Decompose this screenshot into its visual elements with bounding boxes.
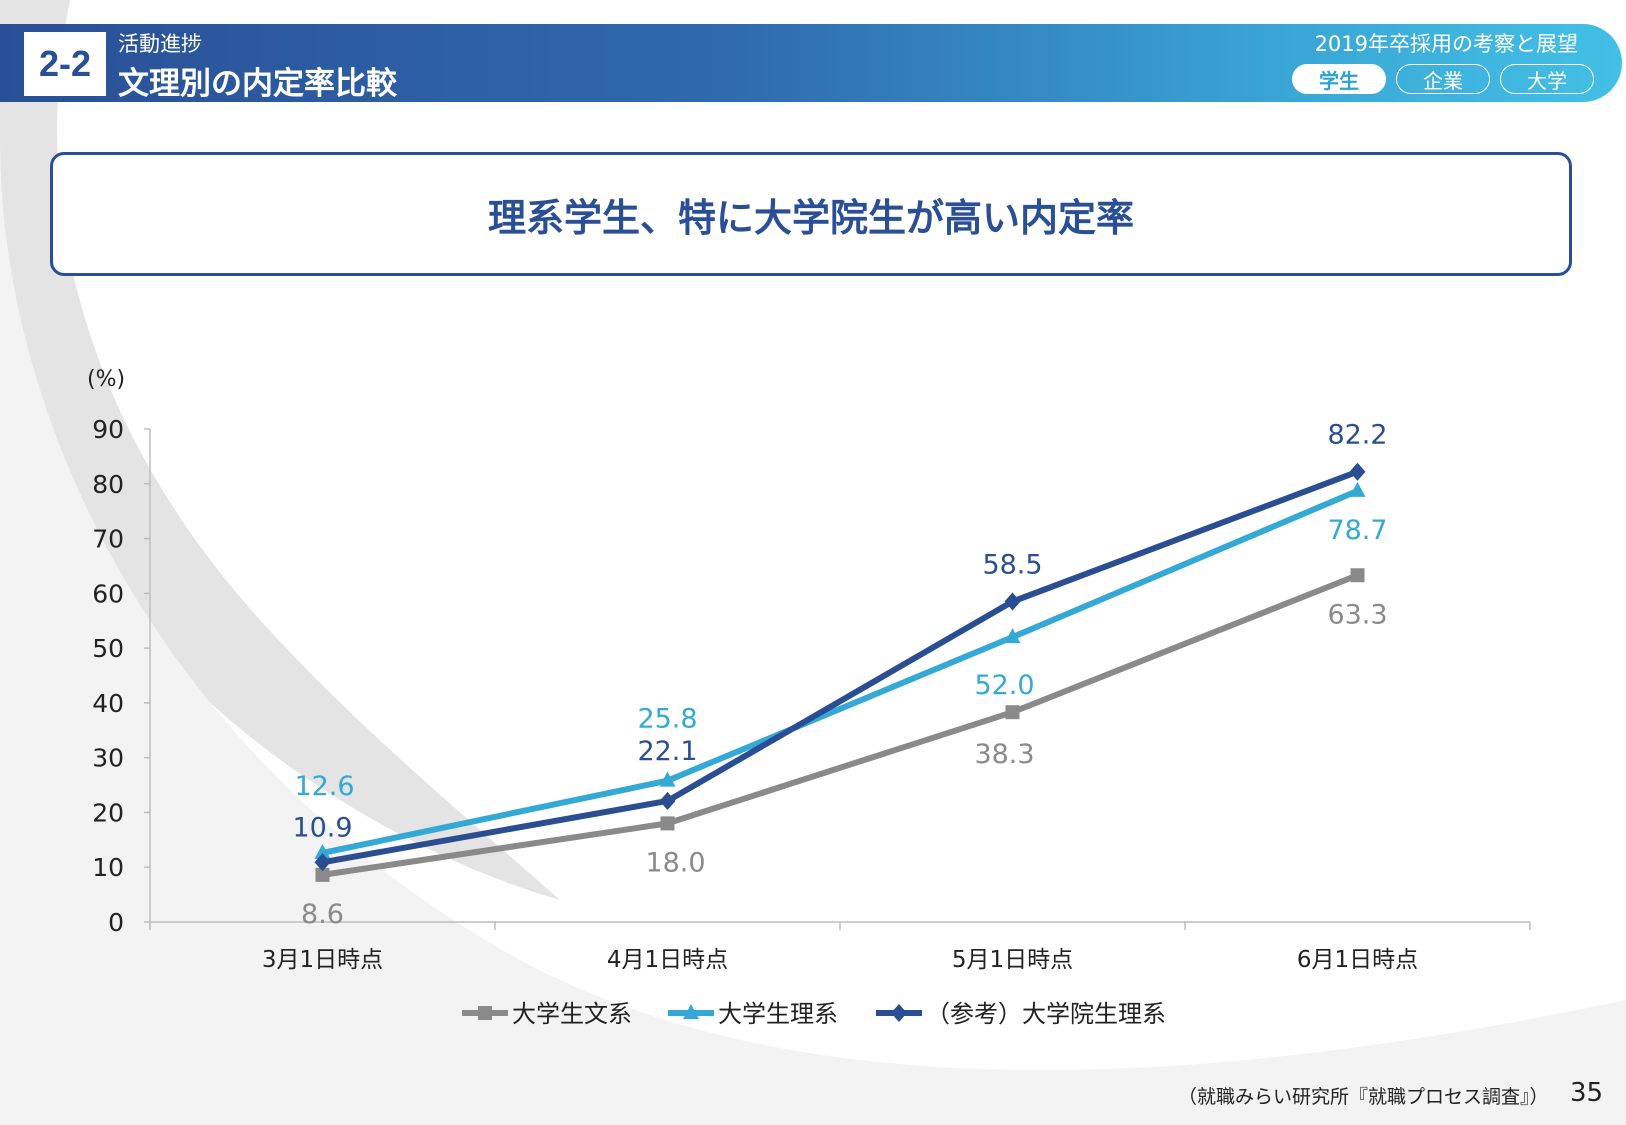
data-label-rikei: 25.8: [637, 704, 697, 735]
data-label-rikei: 78.7: [1327, 515, 1387, 546]
y-tick-label: 30: [92, 744, 124, 773]
headline-box: 理系学生、特に大学院生が高い内定率: [50, 152, 1572, 276]
data-label-inrikei: 10.9: [292, 812, 352, 843]
x-category-label: 5月1日時点: [952, 947, 1073, 973]
y-tick-label: 50: [92, 634, 124, 663]
tab-students[interactable]: 学生: [1292, 64, 1386, 94]
legend-label-inrikei: （参考）大学院生理系: [926, 1000, 1166, 1028]
data-point-bunkei: [660, 816, 675, 831]
data-label-inrikei: 82.2: [1327, 420, 1387, 451]
data-point-inrikei: [1349, 462, 1366, 481]
y-tick-label: 60: [92, 579, 124, 608]
section-title: 文理別の内定率比較: [118, 66, 397, 102]
y-tick-label: 10: [92, 853, 124, 882]
data-point-bunkei: [315, 867, 330, 882]
data-label-inrikei: 58.5: [982, 550, 1042, 581]
y-tick-label: 80: [92, 470, 124, 499]
series-line-bunkei: [322, 572, 1359, 878]
y-tick-label: 90: [92, 415, 124, 444]
data-label-rikei: 52.0: [974, 670, 1034, 701]
legend-label-rikei: 大学生理系: [718, 1000, 838, 1028]
legend-label-bunkei: 大学生文系: [512, 1000, 632, 1028]
data-point-rikei: [659, 771, 676, 787]
data-point-inrikei: [1004, 592, 1021, 611]
data-point-bunkei: [1005, 705, 1020, 720]
y-axis-label: (%): [87, 367, 125, 392]
data-point-inrikei: [314, 853, 331, 872]
data-label-bunkei: 18.0: [645, 847, 705, 878]
data-label-inrikei: 22.1: [637, 736, 697, 767]
x-category-label: 4月1日時点: [607, 947, 728, 973]
y-tick-label: 40: [92, 689, 124, 718]
x-category-label: 3月1日時点: [262, 947, 383, 973]
data-label-bunkei: 8.6: [301, 899, 344, 930]
series-title: 2019年卒採用の考察と展望: [1314, 32, 1578, 56]
legend-marker-inrikei: [891, 1004, 907, 1022]
data-point-inrikei: [659, 791, 676, 810]
section-number: 2-2: [24, 32, 106, 96]
data-point-rikei: [314, 843, 331, 859]
source-note: （就職みらい研究所『就職プロセス調査』）: [1178, 1086, 1549, 1108]
series-line-rikei: [321, 488, 1359, 856]
section-header: 2-2 活動進捗 文理別の内定率比較 2019年卒採用の考察と展望 学生 企業 …: [0, 24, 1622, 102]
data-point-bunkei: [1350, 568, 1365, 583]
y-tick-label: 20: [92, 798, 124, 827]
data-point-rikei: [1004, 628, 1021, 644]
audience-tabs: 学生 企業 大学: [1292, 64, 1594, 94]
data-point-rikei: [1349, 481, 1366, 497]
legend-marker-rikei: [683, 1004, 699, 1019]
page-number: 35: [1570, 1078, 1604, 1108]
data-label-bunkei: 63.3: [1327, 599, 1387, 630]
data-label-rikei: 12.6: [294, 771, 354, 802]
x-category-label: 6月1日時点: [1297, 947, 1418, 973]
y-tick-label: 70: [92, 525, 124, 554]
tab-companies[interactable]: 企業: [1396, 64, 1490, 94]
data-label-bunkei: 38.3: [974, 739, 1034, 770]
y-tick-label: 0: [108, 908, 124, 937]
headline: 理系学生、特に大学院生が高い内定率: [487, 195, 1134, 240]
legend-marker-bunkei: [478, 1006, 492, 1020]
series-line-inrikei: [321, 468, 1359, 866]
tab-universities[interactable]: 大学: [1500, 64, 1594, 94]
section-category: 活動進捗: [118, 32, 202, 56]
